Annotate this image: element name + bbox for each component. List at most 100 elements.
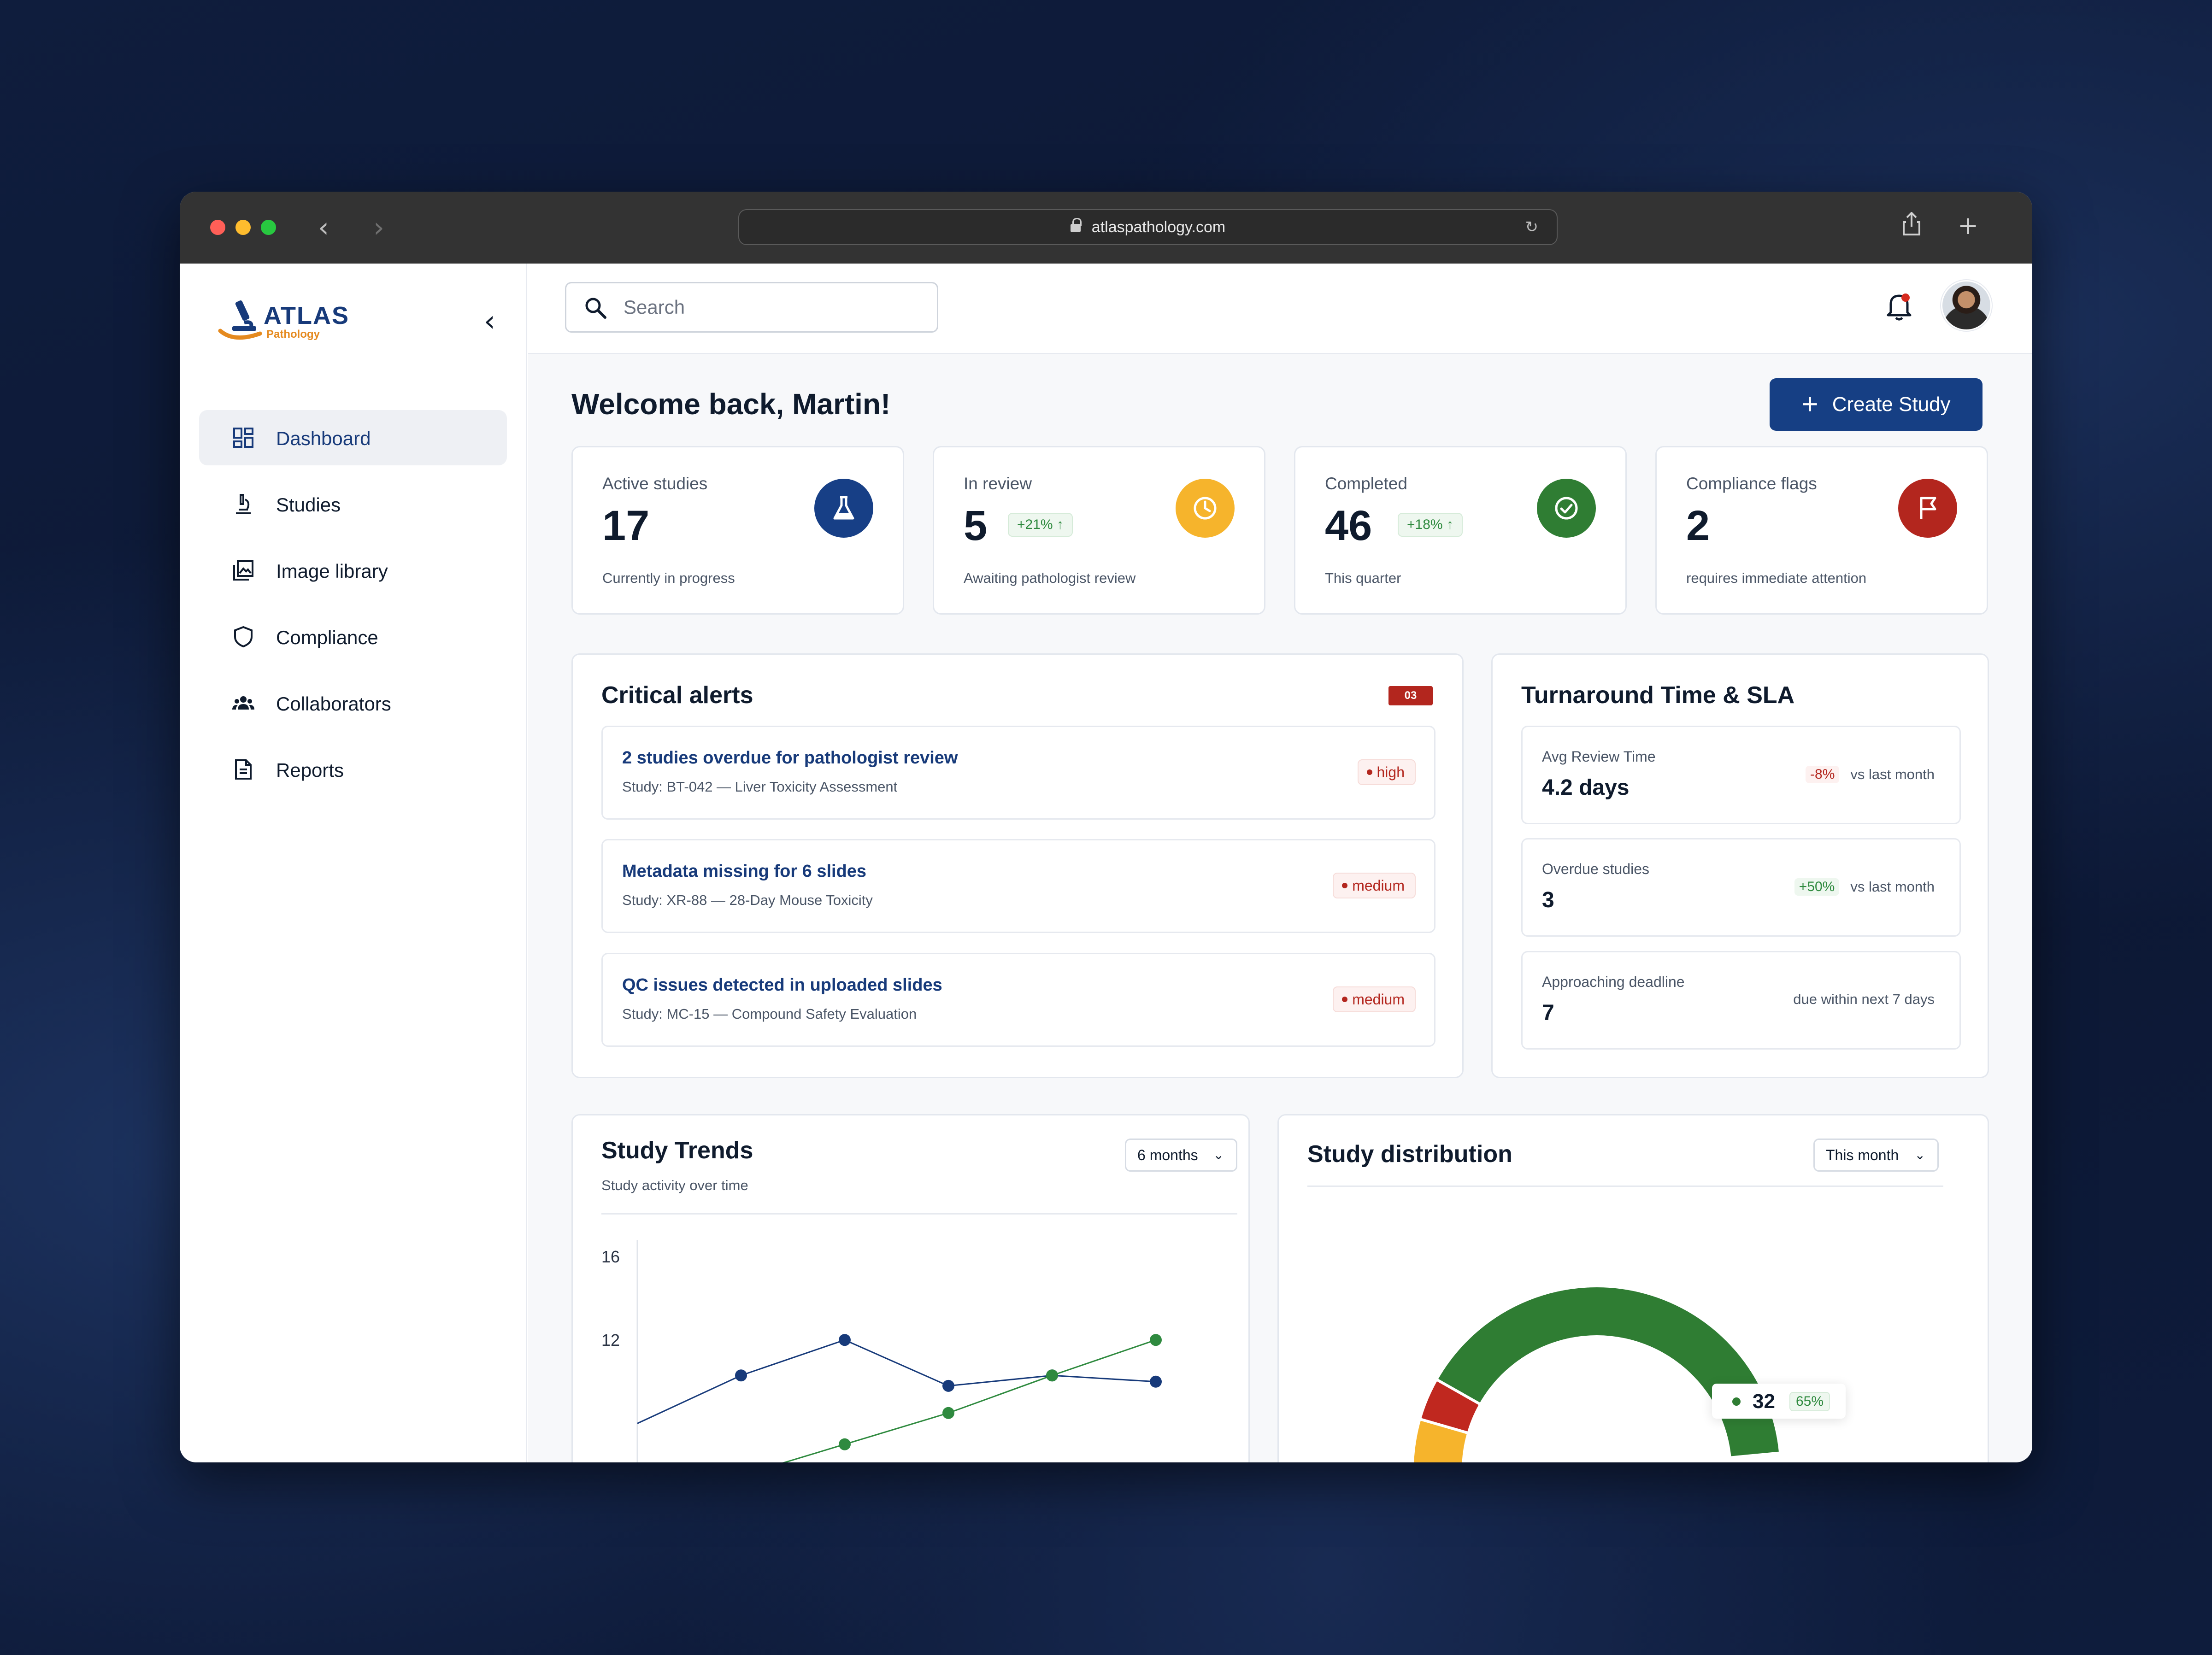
alert-item[interactable]: Metadata missing for 6 slides Study: XR-… — [601, 839, 1435, 933]
sidebar-item-dashboard[interactable]: Dashboard — [199, 410, 507, 465]
check-circle-icon — [1537, 479, 1596, 538]
divider — [601, 1213, 1237, 1215]
stat-card-active-studies[interactable]: Active studies 17 Currently in progress — [571, 446, 904, 615]
stat-value: 46 — [1325, 502, 1372, 549]
donut-slice-0 — [1434, 1285, 1782, 1459]
stat-subtext: requires immediate attention — [1686, 570, 1867, 586]
data-point — [942, 1379, 954, 1392]
tat-comparison: -8% vs last month — [1806, 766, 1935, 783]
chevron-down-icon: ⌄ — [1914, 1147, 1925, 1162]
stat-change-badge: +21% ↑ — [1008, 513, 1073, 537]
stat-label: In review — [964, 474, 1032, 493]
image-library-icon — [233, 560, 253, 581]
brand-logo[interactable]: ATLAS Pathology — [216, 295, 354, 346]
legend-dot — [1732, 1397, 1741, 1406]
tooltip-percent: 65% — [1789, 1392, 1830, 1411]
shield-icon — [234, 626, 253, 648]
brand-name: ATLAS — [264, 302, 349, 329]
tat-note: due within next 7 days — [1793, 991, 1935, 1007]
sidebar-item-collaborators[interactable]: Collaborators — [199, 675, 507, 731]
url-text: atlaspathology.com — [1091, 218, 1226, 236]
tat-comparison: due within next 7 days — [1793, 991, 1935, 1008]
tat-item[interactable]: Avg Review Time 4.2 days -8% vs last mont… — [1521, 726, 1961, 824]
tat-value: 7 — [1542, 1001, 1554, 1025]
alert-item[interactable]: QC issues detected in uploaded slides St… — [601, 953, 1435, 1047]
study-distribution-chart — [1411, 1285, 1782, 1462]
stat-subtext: This quarter — [1325, 570, 1401, 586]
study-distribution-title: Study distribution — [1307, 1141, 1512, 1168]
tat-item[interactable]: Approaching deadline 7 due within next 7… — [1521, 951, 1961, 1050]
trends-range-value: 6 months — [1137, 1147, 1198, 1163]
stat-card-completed[interactable]: Completed 46 +18% ↑ This quarter — [1294, 446, 1627, 615]
minimize-window-button[interactable] — [235, 220, 251, 235]
address-bar[interactable]: atlaspathology.com ↻ — [738, 209, 1558, 245]
chevron-down-icon: ⌄ — [1213, 1147, 1224, 1162]
data-point — [735, 1369, 747, 1382]
tat-value: 4.2 days — [1542, 775, 1630, 800]
microscope-logo-icon — [218, 300, 262, 340]
new-tab-icon[interactable]: + — [1958, 211, 1979, 240]
trends-range-select[interactable]: 6 months ⌄ — [1125, 1139, 1237, 1172]
forward-arrow-icon[interactable]: › — [373, 211, 384, 244]
tat-item[interactable]: Overdue studies 3 +50% vs last month — [1521, 838, 1961, 937]
stat-card-in-review[interactable]: In review 5 +21% ↑ Awaiting pathologist … — [933, 446, 1265, 615]
alert-title: 2 studies overdue for pathologist review — [622, 748, 958, 768]
create-study-label: Create Study — [1832, 393, 1951, 416]
tooltip-value: 32 — [1753, 1390, 1775, 1413]
sidebar-item-label: Reports — [276, 759, 344, 781]
alert-item[interactable]: 2 studies overdue for pathologist review… — [601, 726, 1435, 820]
data-point — [839, 1334, 851, 1346]
turnaround-panel: Turnaround Time & SLA Avg Review Time 4.… — [1491, 653, 1989, 1078]
distribution-range-value: This month — [1826, 1147, 1899, 1163]
tat-note: vs last month — [1850, 766, 1935, 782]
alert-study: Study: BT-042 — Liver Toxicity Assessmen… — [622, 779, 898, 795]
tat-note: vs last month — [1850, 879, 1935, 895]
data-point — [839, 1438, 851, 1450]
stat-value: 17 — [602, 502, 650, 549]
sidebar-item-compliance[interactable]: Compliance — [199, 609, 507, 664]
lock-icon — [1070, 218, 1082, 232]
top-bar — [528, 264, 2032, 354]
notification-bell-icon[interactable] — [1885, 291, 1913, 322]
tat-label: Approaching deadline — [1542, 974, 1685, 990]
main-content: Welcome back, Martin! + Create Study Acti… — [528, 264, 2032, 1462]
distribution-range-select[interactable]: This month ⌄ — [1813, 1139, 1939, 1172]
turnaround-title: Turnaround Time & SLA — [1521, 682, 1795, 709]
reload-icon[interactable]: ↻ — [1525, 218, 1539, 236]
critical-alerts-title: Critical alerts — [601, 682, 753, 709]
brand-subtitle: Pathology — [266, 328, 320, 340]
data-point — [1150, 1375, 1162, 1388]
tat-change: -8% — [1806, 766, 1840, 783]
series-line-1 — [782, 1339, 1156, 1462]
dashboard-icon — [233, 428, 253, 448]
severity-badge: medium — [1333, 873, 1416, 898]
study-trends-title: Study Trends — [601, 1137, 753, 1164]
microscope-icon — [236, 494, 251, 514]
share-icon[interactable] — [1902, 211, 1921, 241]
stat-label: Compliance flags — [1686, 474, 1817, 493]
plus-icon: + — [1801, 388, 1818, 420]
severity-badge: high — [1357, 759, 1416, 785]
back-arrow-icon[interactable]: ‹ — [318, 211, 329, 244]
distribution-tooltip: 32 65% — [1712, 1384, 1846, 1419]
search-box[interactable] — [565, 282, 938, 333]
sidebar-item-studies[interactable]: Studies — [199, 476, 507, 532]
sidebar-item-reports[interactable]: Reports — [199, 742, 507, 797]
sidebar-item-label: Image library — [276, 560, 388, 582]
sidebar-item-image-library[interactable]: Image library — [199, 543, 507, 598]
user-avatar[interactable] — [1941, 280, 1992, 331]
stat-card-compliance-flags[interactable]: Compliance flags 2 requires immediate at… — [1655, 446, 1988, 615]
flask-icon — [814, 479, 873, 538]
alert-title: QC issues detected in uploaded slides — [622, 975, 942, 995]
create-study-button[interactable]: + Create Study — [1770, 378, 1983, 431]
search-input[interactable] — [624, 293, 918, 322]
document-icon — [235, 759, 252, 780]
tat-value: 3 — [1542, 888, 1554, 912]
y-tick-label: 12 — [601, 1331, 620, 1350]
alert-title: Metadata missing for 6 slides — [622, 862, 867, 881]
collapse-sidebar-icon[interactable]: ‹ — [484, 304, 495, 338]
stat-subtext: Currently in progress — [602, 570, 735, 586]
zoom-window-button[interactable] — [261, 220, 276, 235]
close-window-button[interactable] — [210, 220, 225, 235]
